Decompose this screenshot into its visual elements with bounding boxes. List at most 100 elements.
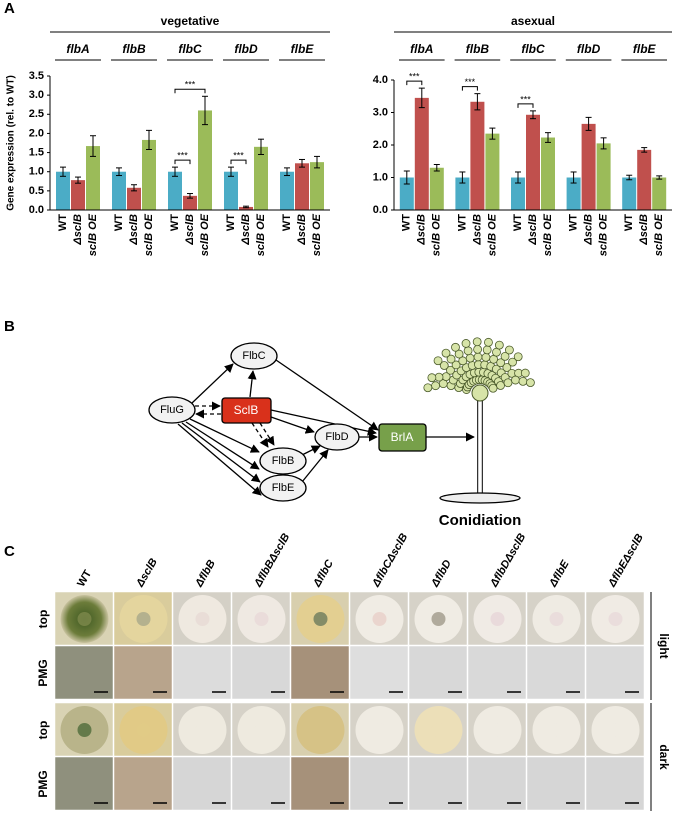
bar [526,114,540,210]
arrow [251,422,269,448]
x-tick-label: ΔsclB [240,214,252,246]
y-tick-label: 0.0 [373,204,388,216]
arrow [181,422,261,483]
node-label: BrlA [391,430,414,444]
gene-label: flbE [291,42,315,56]
x-tick-label: ΔsclB [471,214,483,246]
conidium [473,352,483,362]
bar [652,177,667,210]
significance-label: *** [233,150,244,160]
x-tick-label: WT [401,214,413,231]
conidium [511,375,520,385]
column-label: ΔflbC [311,557,337,590]
arrow [189,418,260,453]
y-tick-label: 1.0 [29,166,44,178]
base [439,492,521,504]
column-label: ΔsclB [134,556,160,589]
colony-center [608,612,623,626]
colony-center [372,612,387,626]
conidium [520,368,530,378]
colony-center [254,723,269,737]
y-tick-label: 4.0 [373,74,388,86]
colony-center [490,723,505,737]
node-shape [314,423,360,451]
photo [349,645,409,700]
x-tick-label: WT [568,214,580,231]
bar [541,137,555,210]
bar [280,171,294,210]
photo [467,645,527,700]
node-label: FlbB [272,455,295,467]
significance-bracket [406,80,423,86]
arrow [275,359,379,431]
column-label: WT [75,568,94,589]
bar [142,139,156,210]
bar [455,177,470,210]
photo [54,645,114,700]
photo [585,645,645,700]
node-label: FlbC [242,350,265,362]
conidium [441,348,451,358]
photo [113,645,173,700]
arrow [270,416,315,434]
conidium [496,358,506,368]
colony-center [195,612,210,626]
colony-center [195,723,210,737]
conidium [463,346,473,356]
y-tick-label: 0.0 [29,204,44,216]
arrow [301,449,329,483]
bar [168,171,182,210]
column-label: ΔflbDΔsclB [488,531,529,589]
node-shape [230,342,278,370]
column-label: ΔflbBΔsclB [252,531,293,589]
conidium [502,363,512,372]
conidium [427,373,437,383]
significance-label: *** [465,77,476,87]
node-label: FlbE [272,482,295,494]
x-tick-label: sclB OE [431,213,443,256]
panel-label: B [4,318,15,335]
node-shape [148,396,196,424]
node-shape [259,447,307,475]
x-tick-label: sclB OE [653,213,665,256]
row-label: top [36,721,50,740]
bar [566,177,581,210]
gene-label: flbE [633,42,657,56]
colony-center [608,723,623,737]
bar [254,146,268,210]
x-tick-label: sclB OE [143,213,155,256]
conidium [465,353,475,363]
conidium [451,342,460,352]
conidium [431,381,440,391]
chart-title: asexual [511,14,555,28]
bar [310,162,324,210]
bar [637,149,652,210]
bar [581,123,596,210]
significance-bracket [174,88,206,94]
photo [408,645,468,700]
colony-center [313,612,328,626]
photo [231,645,291,700]
arrow [247,370,257,398]
arrow [259,422,275,446]
column-label: ΔflbE [547,558,572,590]
diagram [148,342,521,504]
bar [596,143,611,210]
x-tick-label: ΔsclB [583,214,595,246]
row-label: PMG [36,770,50,797]
x-tick-label: WT [456,214,468,231]
conidium [500,351,510,361]
bar [183,195,197,210]
arrow [270,409,377,436]
column-label: ΔflbD [429,558,454,590]
x-tick-label: WT [57,214,69,231]
conidium [494,340,504,350]
bar [511,177,525,210]
photo [408,756,468,811]
bar [56,171,70,210]
conidium [484,337,493,347]
conidium [488,383,498,393]
gene-label: flbD [577,42,601,56]
conidium [461,339,471,348]
vesicle [471,384,489,402]
